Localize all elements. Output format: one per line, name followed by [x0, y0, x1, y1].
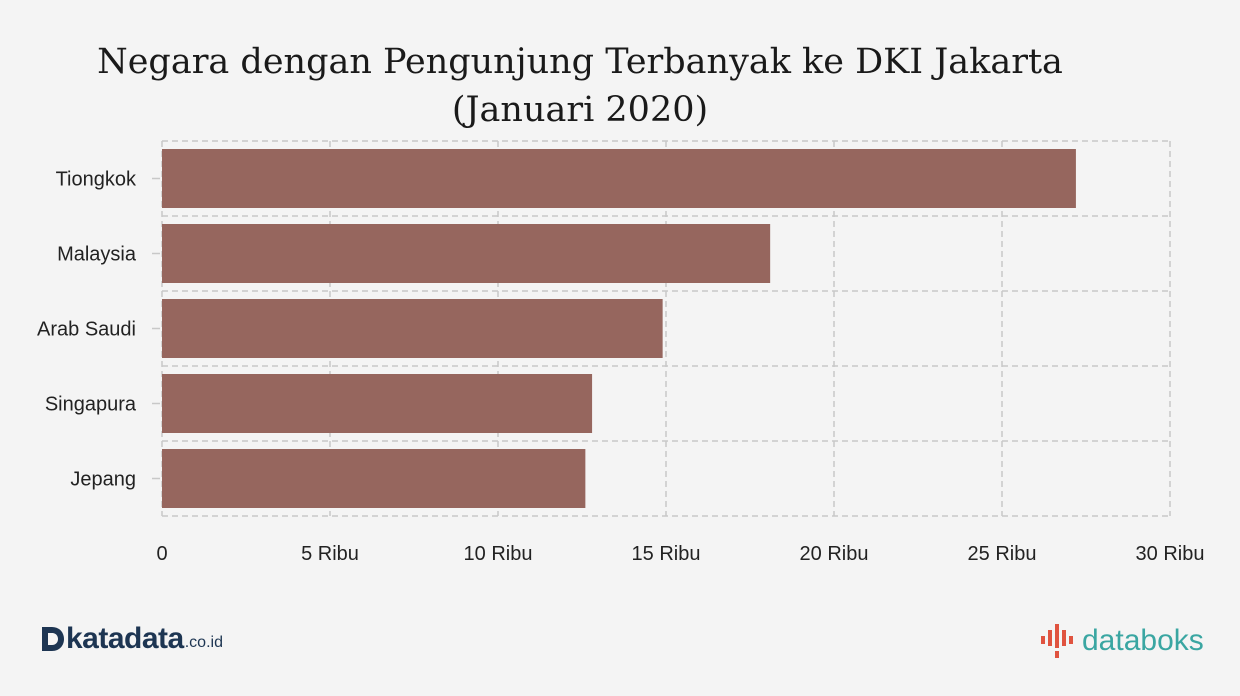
databoks-mark-icon: [1041, 624, 1073, 658]
category-label: Jepang: [70, 469, 136, 491]
x-tick-label: 5 Ribu: [301, 543, 359, 565]
x-axis-ticks: 0 5 Ribu 10 Ribu 15 Ribu 20 Ribu 25 Ribu 30 Ri…: [156, 543, 1204, 565]
bar-malaysia: [162, 224, 771, 283]
x-tick-label: 0: [156, 543, 167, 565]
bar-arab-saudi: [162, 299, 663, 358]
x-tick-label: 30 Ribu: [1136, 543, 1205, 565]
katadata-logo: katadata .co.id: [40, 622, 223, 656]
category-label: Tiongkok: [56, 169, 137, 191]
katadata-logo-text: katadata: [66, 622, 184, 655]
x-tick-label: 10 Ribu: [464, 543, 533, 565]
databoks-logo: databoks: [1040, 624, 1204, 658]
category-label: Malaysia: [57, 244, 137, 266]
bar-tiongkok: [162, 149, 1076, 208]
category-labels: Tiongkok Malaysia Arab Saudi Singapura Jepan…: [37, 169, 160, 491]
category-label: Arab Saudi: [37, 319, 136, 341]
category-label: Singapura: [45, 394, 137, 416]
katadata-mark-icon: [42, 627, 64, 651]
chart-title: Negara dengan Pengunjung Terbanyak ke DK…: [97, 42, 1063, 130]
x-tick-label: 15 Ribu: [632, 543, 701, 565]
grid-lines: [161, 140, 1171, 517]
bars: [162, 149, 1076, 508]
x-tick-label: 20 Ribu: [800, 543, 869, 565]
databoks-logo-text: databoks: [1082, 624, 1204, 657]
bar-singapura: [162, 374, 593, 433]
bar-jepang: [162, 449, 586, 508]
katadata-logo-domain: .co.id: [184, 634, 223, 651]
x-tick-label: 25 Ribu: [968, 543, 1037, 565]
